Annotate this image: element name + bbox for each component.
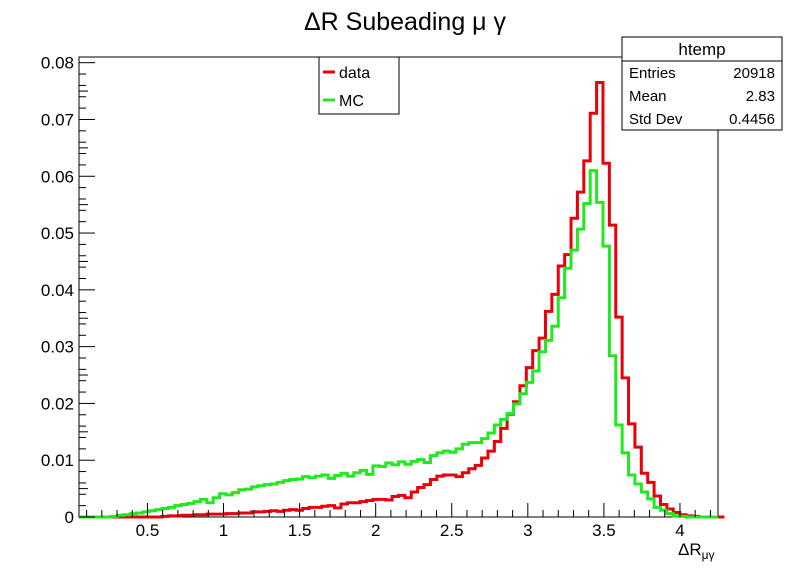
legend-box xyxy=(318,56,400,115)
series-mc xyxy=(79,169,718,519)
y-tick-label: 0.02 xyxy=(41,394,74,413)
x-tick-label: 1.5 xyxy=(288,521,312,540)
stats-stddev-label: Std Dev xyxy=(629,111,683,128)
x-tick-label: 4 xyxy=(675,521,684,540)
y-tick-label: 0.08 xyxy=(41,54,74,73)
x-tick-label: 1 xyxy=(219,521,228,540)
x-axis-label: ΔRμγ xyxy=(678,540,715,562)
y-axis: 0 0.01 0.02 0.03 0.04 0.05 0.06 0.07 0.08 xyxy=(41,54,95,527)
legend-label-data: data xyxy=(339,65,370,82)
x-axis: 0.5 1 1.5 2 2.5 3 3.5 4 xyxy=(86,503,711,540)
stats-mean-label: Mean xyxy=(629,88,667,105)
y-tick-label: 0.01 xyxy=(41,451,74,470)
y-tick-label: 0.04 xyxy=(41,281,74,300)
x-axis-label-sub: μγ xyxy=(702,548,715,562)
stats-stddev-value: 0.4456 xyxy=(729,111,775,128)
y-tick-label: 0.07 xyxy=(41,110,74,129)
legend-label-mc: MC xyxy=(339,93,364,110)
y-tick-label: 0.03 xyxy=(41,338,74,357)
series-line-data xyxy=(79,81,725,519)
series-line-mc xyxy=(79,169,718,519)
stats-entries-label: Entries xyxy=(629,65,676,82)
x-tick-label: 0.5 xyxy=(136,521,160,540)
stats-mean-value: 2.83 xyxy=(746,88,775,105)
stats-box-frame xyxy=(621,36,783,131)
stats-box: htemp Entries 20918 Mean 2.83 Std Dev 0.… xyxy=(621,36,783,131)
legend: data MC xyxy=(318,56,400,115)
series-data xyxy=(79,81,725,519)
stats-box-title: htemp xyxy=(678,40,725,59)
x-tick-label: 3 xyxy=(523,521,532,540)
y-tick-label: 0.06 xyxy=(41,167,74,186)
stats-entries-value: 20918 xyxy=(733,65,775,82)
x-axis-label-main: ΔR xyxy=(678,540,702,559)
x-tick-label: 2.5 xyxy=(440,521,464,540)
chart-title: ΔR Subeading μ γ xyxy=(304,8,507,36)
series-layer xyxy=(79,81,725,519)
y-tick-label: 0.05 xyxy=(41,224,74,243)
y-tick-label: 0 xyxy=(65,508,74,527)
x-tick-label: 3.5 xyxy=(592,521,616,540)
x-tick-label: 2 xyxy=(371,521,380,540)
